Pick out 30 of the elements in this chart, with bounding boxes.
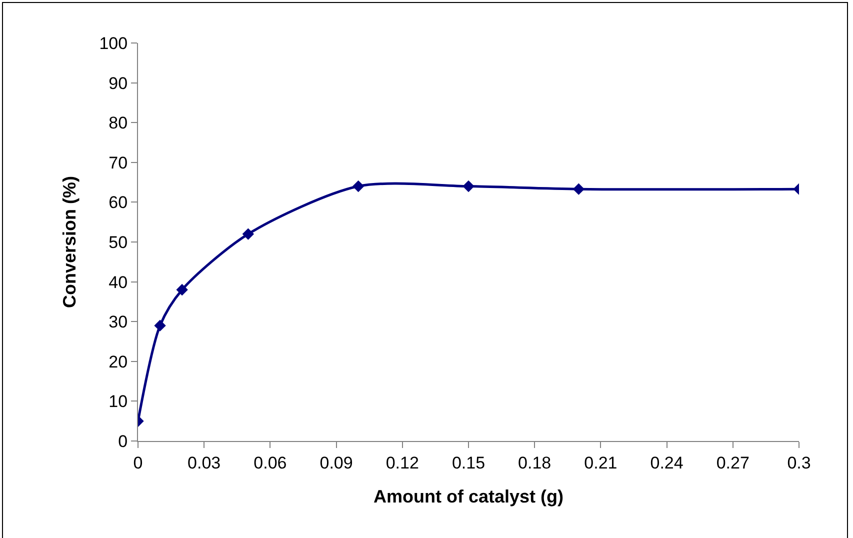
x-tick-label: 0.27: [716, 453, 750, 472]
y-tick-label: 40: [108, 272, 128, 292]
y-axis-title: Conversion (%): [59, 176, 80, 308]
x-tick-label: 0.21: [584, 453, 618, 472]
y-tick-label: 50: [108, 232, 128, 252]
x-tick-label: 0.15: [452, 453, 486, 472]
point: [242, 228, 254, 240]
y-tick-label: 80: [108, 114, 128, 133]
point: [572, 183, 585, 195]
y-tick-label: 90: [108, 74, 128, 93]
x-tick-label: 0.03: [188, 453, 221, 472]
point: [154, 320, 166, 332]
y-tick-label: 30: [108, 312, 128, 332]
x-axis-title: Amount of catalyst (g): [373, 486, 564, 506]
y-tick-label: 20: [108, 352, 128, 372]
y-tick-label: 0: [118, 432, 128, 451]
x-tick-label: 0.06: [254, 453, 287, 472]
x-tick-label: 0.09: [320, 453, 353, 472]
point: [176, 284, 188, 296]
x-tick-label: 0.24: [650, 453, 684, 472]
y-tick-label: 60: [108, 193, 128, 212]
x-tick-label: 0.18: [518, 453, 552, 472]
y-tick-label: 70: [108, 153, 128, 172]
x-tick-label: 0.12: [386, 453, 419, 472]
x-tick-label: 0.3: [787, 453, 811, 472]
x-tick-label: 0: [133, 453, 143, 472]
y-tick-label: 100: [99, 34, 128, 53]
point: [462, 180, 474, 192]
y-tick-label: 10: [108, 392, 128, 412]
point: [352, 180, 364, 192]
